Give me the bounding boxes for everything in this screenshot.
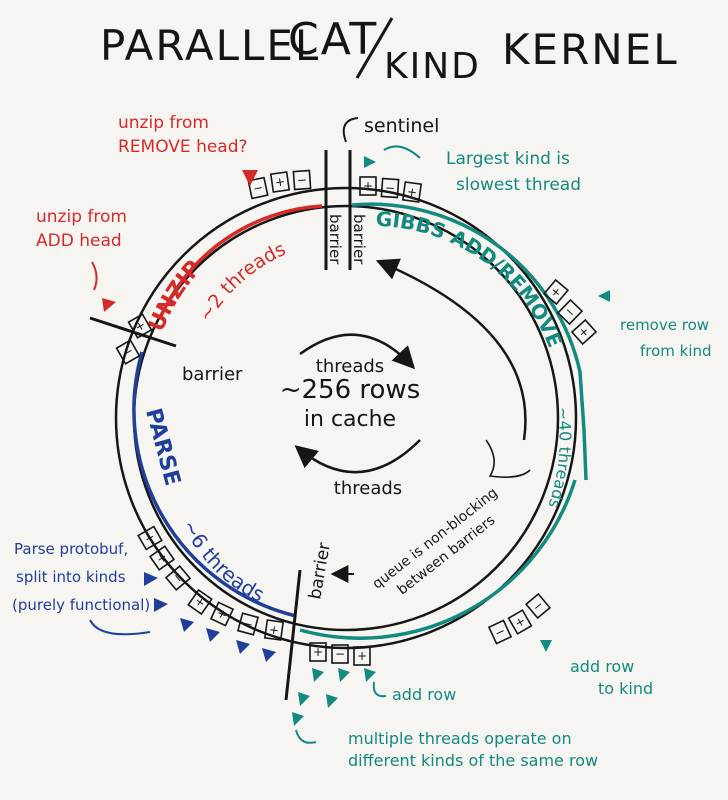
threads-arrow-top — [299, 333, 416, 370]
multi-thread-brace — [295, 729, 317, 744]
parse-arc — [132, 351, 297, 618]
svg-text:ADD head: ADD head — [36, 231, 122, 251]
title-kernel: KERNEL — [502, 25, 679, 74]
center-label-line2: in cache — [304, 407, 396, 432]
title-kind: KIND — [384, 46, 481, 87]
sentinel-pointer — [342, 117, 359, 143]
svg-text:to kind: to kind — [598, 679, 653, 698]
unzip-label: UNZIP — [144, 256, 207, 335]
barrier-top-right-label: barrier — [350, 214, 368, 265]
svg-text:+: + — [268, 622, 280, 637]
title-slash — [355, 17, 394, 79]
center-label-line1: ~256 rows — [280, 375, 421, 405]
add-row-kind-triangle — [540, 640, 552, 652]
svg-text:add row: add row — [570, 657, 634, 676]
queue-arrow — [375, 258, 527, 441]
svg-text:−: − — [252, 180, 265, 196]
svg-text:unzip from: unzip from — [118, 113, 209, 133]
svg-text:unzip from: unzip from — [36, 207, 127, 227]
svg-text:−: − — [335, 647, 345, 661]
svg-text:queue is non-blocking: queue is non-blocking — [370, 485, 501, 592]
parse-label: PARSE — [140, 406, 185, 489]
svg-text:−: − — [296, 173, 307, 188]
note-add-row-kind: add row to kind — [570, 657, 653, 698]
svg-text:−: − — [384, 181, 395, 196]
sentinel-label: sentinel — [364, 115, 439, 137]
queue-brace — [485, 439, 531, 478]
svg-text:+: + — [313, 645, 323, 659]
unzip-remove-triangle — [242, 170, 258, 186]
note-parse-protobuf: Parse protobuf, split into kinds (purely… — [12, 540, 150, 614]
note-unzip-remove: unzip from REMOVE head? — [118, 113, 248, 157]
note-remove-row: remove row from kind — [620, 316, 712, 360]
unzip-add-pointer — [91, 261, 98, 291]
gibbs-arc — [351, 202, 588, 481]
title: PARALLEL CAT KIND KERNEL — [100, 14, 679, 87]
barrier-top-left-label: barrier — [326, 214, 344, 265]
note-queue: queue is non-blocking between barriers — [370, 485, 501, 598]
svg-text:Largest kind is: Largest kind is — [446, 149, 570, 169]
svg-text:slowest thread: slowest thread — [456, 175, 581, 195]
svg-text:+: + — [363, 179, 373, 193]
barrier-left-line — [89, 316, 177, 348]
largest-kind-triangle — [364, 156, 376, 168]
note-unzip-add: unzip from ADD head — [36, 207, 127, 251]
add-row-pointer — [372, 681, 387, 698]
unzip-arc — [158, 204, 323, 319]
multi-thread-triangles — [292, 668, 376, 726]
svg-text:(purely functional): (purely functional) — [12, 596, 150, 614]
svg-text:remove row: remove row — [620, 316, 709, 334]
note-multiple-threads: multiple threads operate on different ki… — [348, 729, 598, 770]
threads-arrow-bottom — [294, 439, 421, 474]
add-row-label: add row — [392, 685, 456, 704]
svg-text:+: + — [274, 174, 286, 189]
gibbs-arc-lower — [299, 479, 577, 640]
svg-text:+: + — [406, 184, 418, 199]
threads-top-label: threads — [316, 356, 384, 377]
svg-text:Parse protobuf,: Parse protobuf, — [14, 540, 128, 558]
svg-text:from kind: from kind — [640, 342, 712, 360]
svg-text:different kinds of the same ro: different kinds of the same row — [348, 751, 598, 770]
barrier-bottom-label: barrier — [305, 541, 335, 601]
title-cat: CAT — [288, 14, 378, 65]
threads-bottom-label: threads — [334, 478, 402, 499]
svg-text:split into kinds: split into kinds — [16, 568, 126, 586]
barrier-top: barrier barrier — [324, 150, 368, 270]
svg-text:multiple threads operate on: multiple threads operate on — [348, 729, 572, 748]
barrier-side-label: barrier — [182, 364, 243, 385]
title-parallel: PARALLEL — [100, 21, 320, 70]
unzip-add-triangle — [102, 298, 116, 312]
barrier-bottom-line — [284, 569, 302, 701]
note-largest-kind: Largest kind is slowest thread — [446, 149, 581, 195]
largest-kind-pointer — [383, 145, 421, 159]
svg-text:REMOVE head?: REMOVE head? — [118, 137, 248, 157]
parse-triangles — [144, 572, 276, 662]
svg-text:−: − — [241, 616, 254, 632]
parse-note-pointer — [89, 619, 151, 636]
remove-row-triangle — [598, 290, 610, 302]
svg-text:+: + — [357, 649, 367, 663]
